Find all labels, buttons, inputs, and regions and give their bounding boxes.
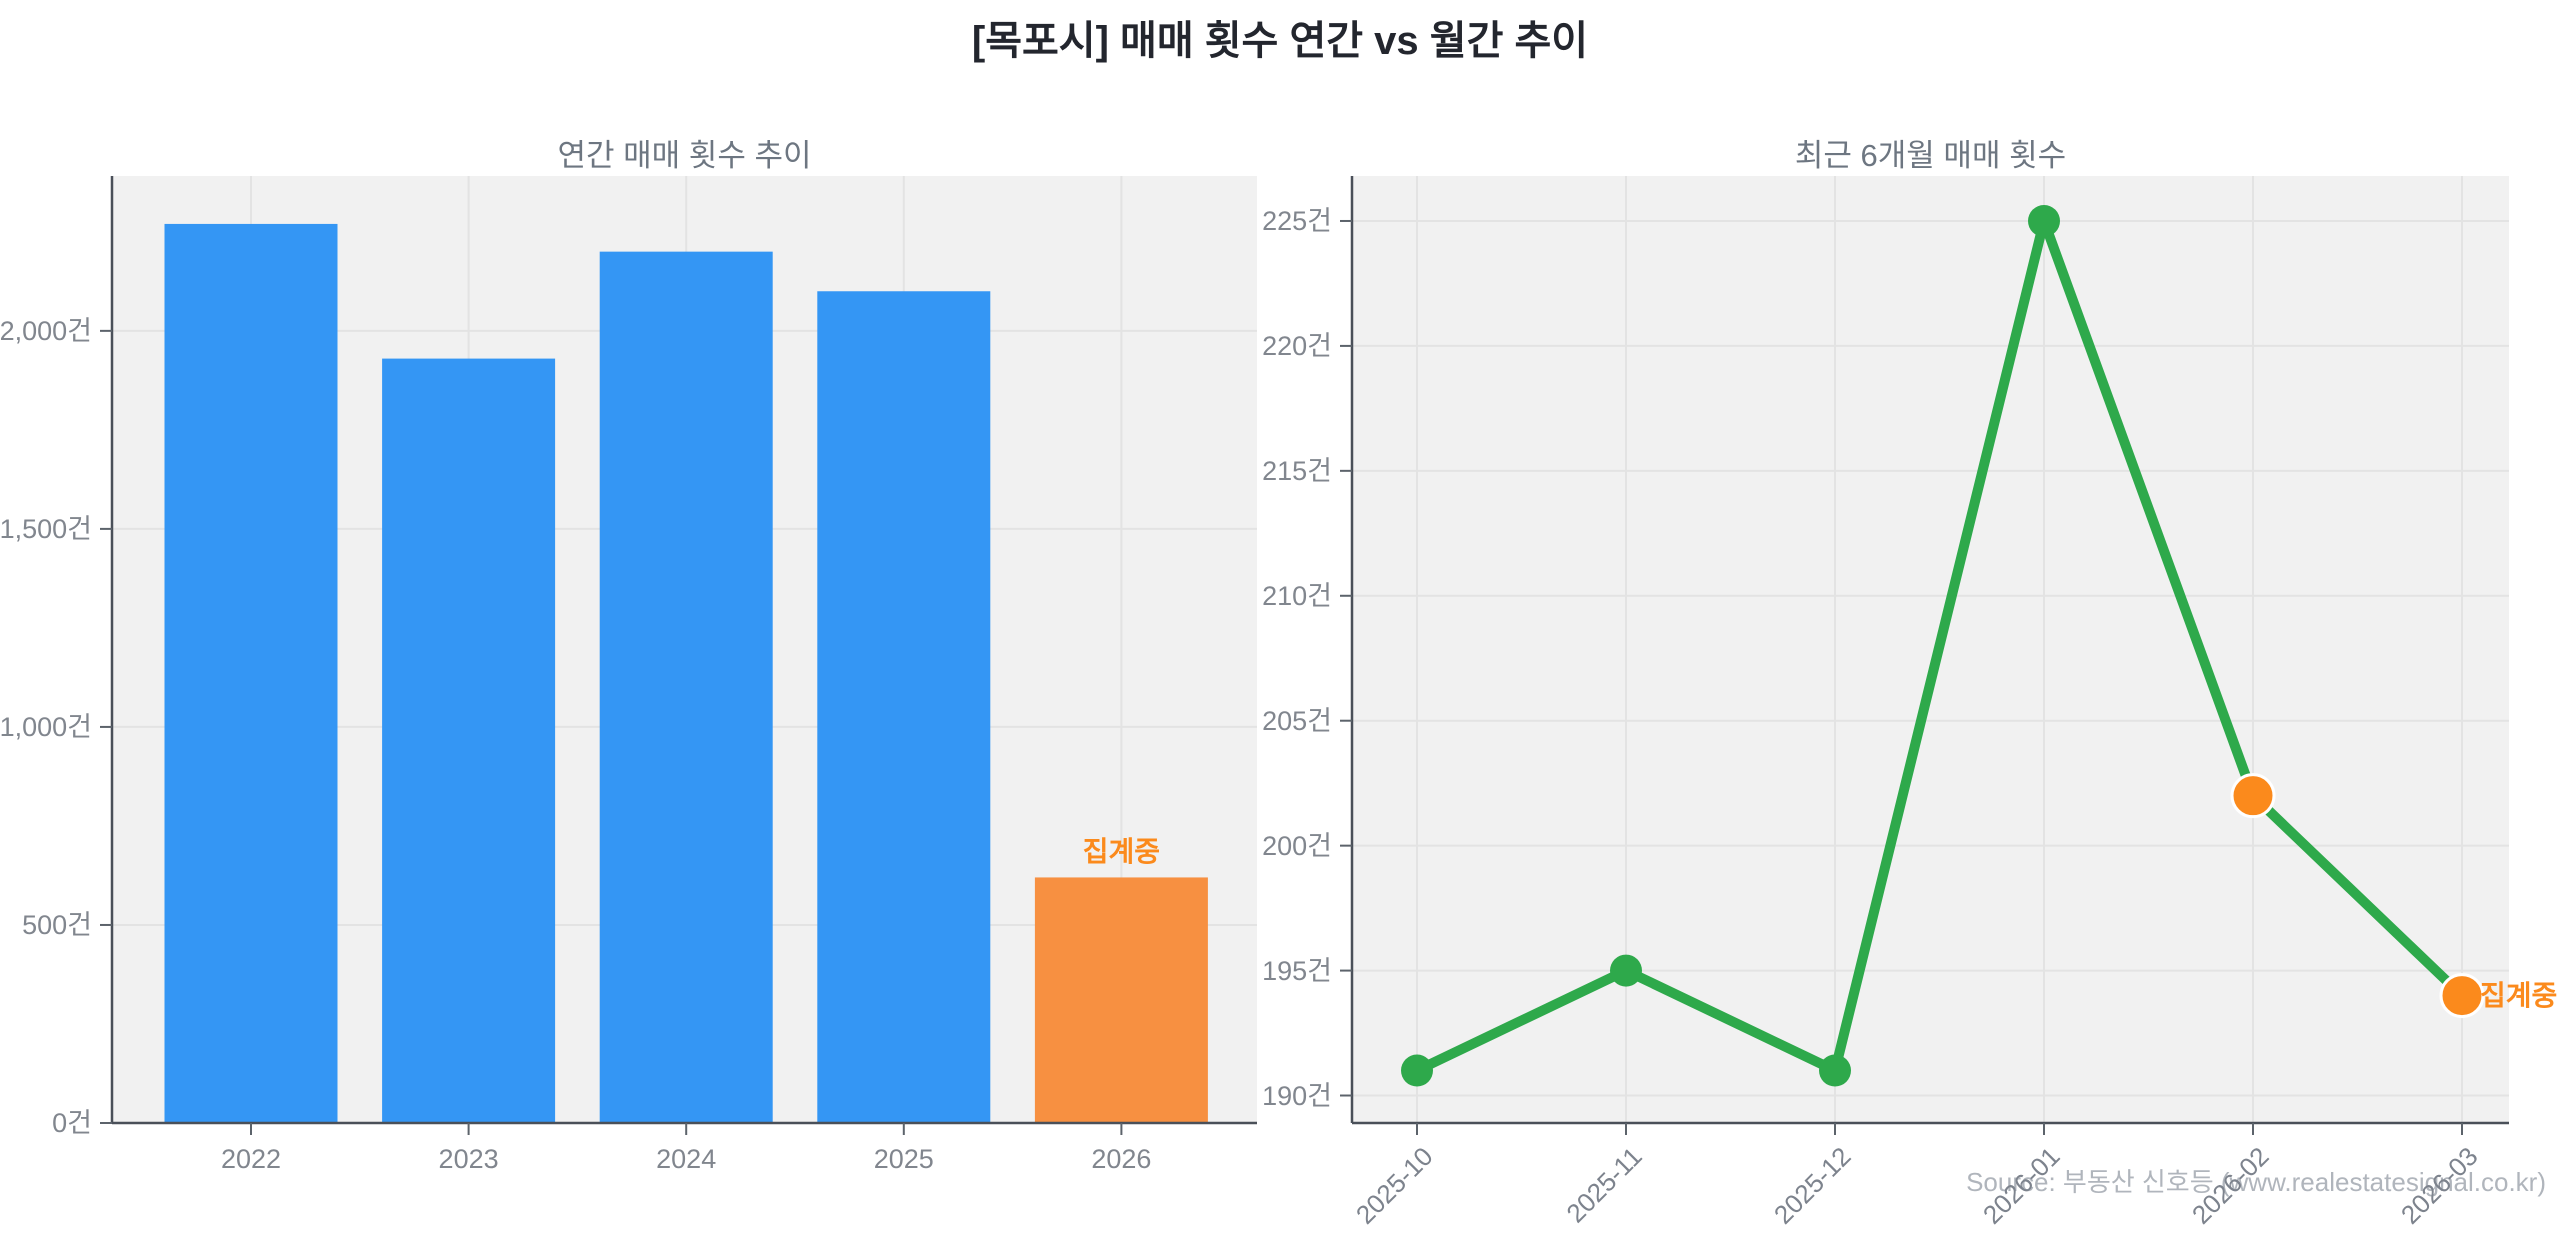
monthly-y-tick-label: 200건 xyxy=(1262,830,1332,861)
monthly-aggregating-label: 집계중 xyxy=(2480,979,2558,1011)
source-note: Source: 부동산 신호등 (www.realestatesignal.co… xyxy=(1966,1167,2546,1197)
annual-y-tick-label: 1,500건 xyxy=(0,513,92,544)
monthly-y-tick-label: 195건 xyxy=(1262,955,1332,986)
annual-x-tick-label: 2023 xyxy=(438,1144,499,1174)
annual-plot-area xyxy=(112,176,1257,1123)
monthly-x-tick-label: 2025-10 xyxy=(1349,1141,1439,1230)
monthly-y-tick-label: 225건 xyxy=(1262,205,1332,236)
annual-y-tick-label: 2,000건 xyxy=(0,315,92,346)
annual-x-tick-label: 2025 xyxy=(873,1144,934,1174)
annual-aggregating-label: 집계중 xyxy=(1082,836,1161,868)
annual-chart-title: 연간 매매 횟수 추이 xyxy=(557,138,812,173)
annual-y-tick-label: 500건 xyxy=(22,909,92,940)
annual-x-tick-label: 2026 xyxy=(1091,1144,1152,1174)
monthly-y-tick-label: 220건 xyxy=(1262,330,1332,361)
annual-x-tick-label: 2022 xyxy=(220,1144,282,1174)
page-title: [목포시] 매매 횟수 연간 vs 월간 추이 xyxy=(971,19,1589,63)
annual-y-tick-label: 1,000건 xyxy=(0,711,92,742)
monthly-chart-title: 최근 6개월 매매 횟수 xyxy=(1794,138,2067,173)
annual-y-tick-label: 0건 xyxy=(52,1108,92,1138)
monthly-y-tick-label: 205건 xyxy=(1262,705,1332,736)
monthly-y-tick-label: 190건 xyxy=(1262,1080,1332,1111)
monthly-x-tick-label: 2025-12 xyxy=(1767,1141,1857,1230)
monthly-y-tick-label: 215건 xyxy=(1262,455,1332,486)
monthly-plot-area xyxy=(1352,176,2509,1123)
monthly-y-tick-label: 210건 xyxy=(1262,580,1332,611)
monthly-x-tick-label: 2025-11 xyxy=(1559,1141,1648,1229)
annual-x-tick-label: 2024 xyxy=(656,1144,717,1174)
